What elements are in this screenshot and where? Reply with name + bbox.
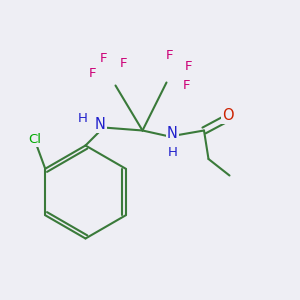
Text: O: O [222,108,234,123]
Text: F: F [185,59,193,73]
Text: F: F [182,79,190,92]
Text: F: F [89,67,97,80]
Text: H: H [168,146,177,160]
Text: N: N [95,117,106,132]
Text: H: H [78,112,87,125]
Text: N: N [167,126,178,141]
Text: F: F [166,49,173,62]
Text: Cl: Cl [28,133,41,146]
Text: F: F [119,56,127,70]
Text: F: F [100,52,107,65]
